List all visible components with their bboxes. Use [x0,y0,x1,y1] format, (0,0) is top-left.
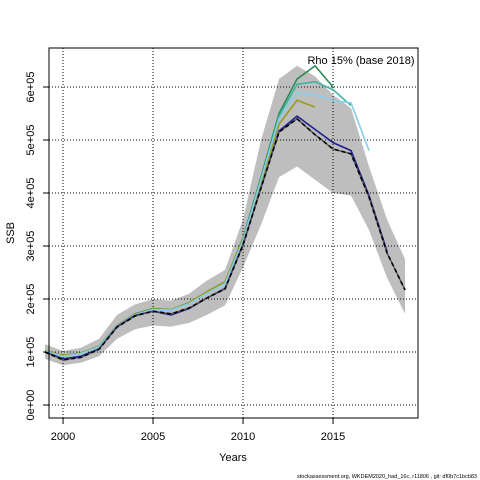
plot-frame [48,47,419,419]
x-tick-label: 2005 [141,431,165,443]
y-tick-label: 2e+05 [25,284,37,315]
y-tick-label: 5e+05 [25,125,37,156]
x-tick-label: 2010 [231,431,255,443]
x-axis-label: Years [219,452,247,464]
y-tick-label: 3e+05 [25,231,37,262]
x-tick-label: 2015 [321,431,345,443]
y-tick-label: 4e+05 [25,178,37,209]
x-tick-label: 2000 [51,431,75,443]
y-axis-label: SSB [5,222,17,244]
footer: stockassessment.org, WKDEM2020_had_16c, … [297,474,477,480]
series-line [44,91,370,358]
annotation: Rho 15% (base 2018) [307,55,414,67]
y-tick-label: 6e+05 [25,72,37,103]
confidence-band [45,65,406,366]
y-tick-label: 1e+05 [25,337,37,368]
y-tick-label: 0e+00 [25,390,37,421]
series-line [44,117,406,361]
